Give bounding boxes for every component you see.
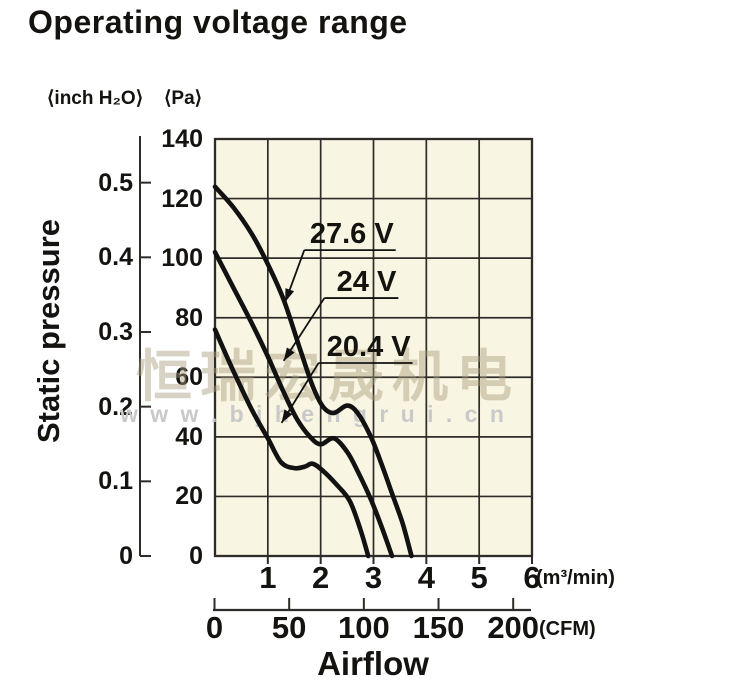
pa-tick-60: 60 (175, 363, 203, 392)
m3-tick-4: 4 (417, 560, 435, 595)
cfm-tick-0: 0 (205, 610, 224, 645)
m3-tick-6: 6 (523, 560, 541, 595)
page-title: Operating voltage range (28, 4, 408, 40)
curve-24-v (212, 249, 395, 559)
pa-tick-80: 80 (175, 303, 203, 332)
x2-axis-unit-suffix: (CFM) (539, 618, 596, 640)
series-label-20-4v: 20.4 V (326, 330, 411, 363)
cfm-tick-150: 150 (412, 610, 465, 645)
inch-tick-0.5: 0.5 (98, 168, 133, 197)
callout-arrowhead (281, 409, 293, 423)
inch-tick-0: 0 (119, 542, 133, 570)
x-axis-unit-suffix: (m³/min) (536, 567, 615, 589)
pa-tick-100: 100 (161, 244, 203, 273)
inch-tick-0.4: 0.4 (98, 243, 133, 272)
x-axis-title: Airflow (317, 645, 429, 682)
pa-tick-120: 120 (161, 184, 203, 213)
y-right-unit-label: ⟨Pa⟩ (164, 88, 203, 109)
pa-tick-40: 40 (175, 422, 203, 451)
inch-tick-0.2: 0.2 (98, 392, 133, 421)
cfm-tick-200: 200 (487, 610, 540, 645)
watermark-cjk: 恒瑞宏晟机电 (136, 345, 520, 408)
cfm-tick-100: 100 (337, 610, 390, 645)
callout-arrowhead (283, 347, 295, 361)
series-label-27-6v: 27.6 V (309, 217, 394, 250)
cfm-tick-50: 50 (271, 610, 307, 645)
m3-tick-1: 1 (259, 560, 277, 595)
inch-tick-0.1: 0.1 (98, 467, 133, 496)
inch-tick-0.3: 0.3 (98, 317, 133, 346)
m3-tick-3: 3 (364, 560, 383, 595)
y-left-unit-label: ⟨inch H₂O⟩ (47, 88, 144, 109)
pa-tick-20: 20 (175, 482, 203, 511)
series-label-24v: 24 V (336, 265, 397, 298)
callout-arrowhead (285, 288, 295, 302)
m3-tick-2: 2 (312, 560, 330, 595)
curve-27-6-v (212, 184, 414, 559)
curve-20-4-v (212, 327, 371, 559)
watermark-url: w w w . b j h e n g r u i . c n (120, 401, 507, 427)
pa-tick-0: 0 (189, 542, 203, 570)
m3-tick-5: 5 (470, 560, 488, 595)
pa-tick-140: 140 (161, 125, 203, 153)
